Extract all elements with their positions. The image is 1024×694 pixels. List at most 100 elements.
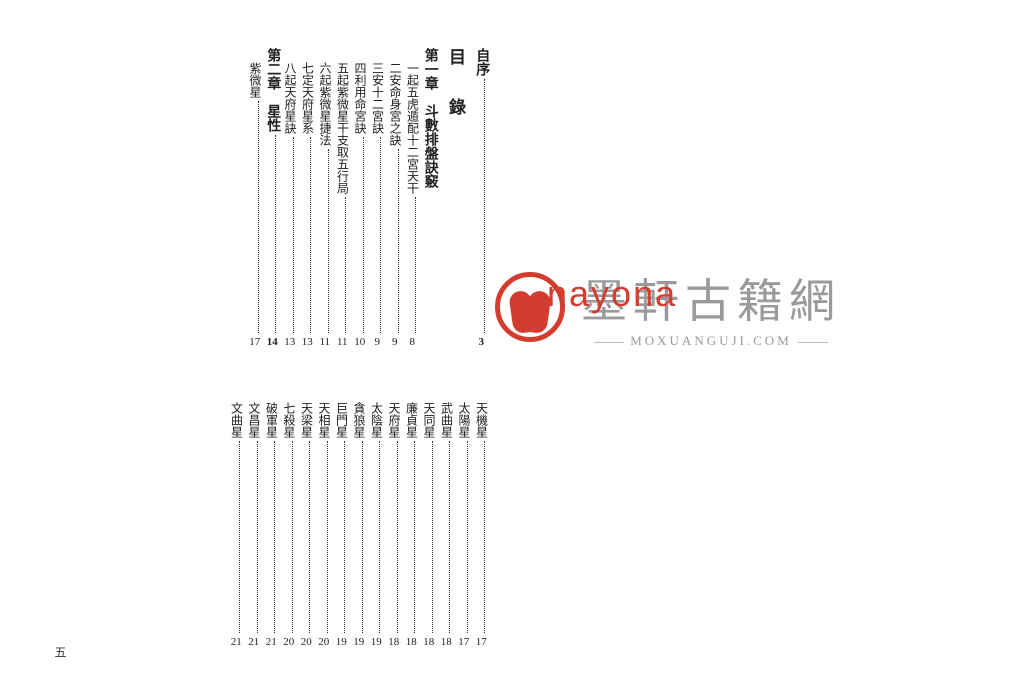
toc-entry: 四利用命宮訣 10 — [351, 48, 369, 348]
leader-dots — [397, 441, 398, 633]
toc-label: 第二章 星性 — [265, 48, 279, 132]
toc-entry: 八起天府星訣 13 — [281, 48, 299, 348]
leader-dots — [380, 137, 381, 333]
book-page: 自序 3 目 錄 第一章 斗數排盤訣竅 一起五虎遁配十二宮天干 8 二安命身宮之… — [60, 48, 490, 658]
toc-label: 二安命身宮之訣 — [388, 48, 401, 146]
toc-label: 六起紫微星捷法 — [318, 48, 331, 146]
leader-dots — [484, 441, 485, 633]
leader-dots — [310, 137, 311, 333]
toc-page: 13 — [281, 336, 298, 348]
watermark-sub: MOXUANGUJI.COM — [581, 333, 841, 349]
toc-label: 天梁星 — [300, 388, 313, 438]
toc-label: 文曲星 — [230, 388, 243, 438]
toc-entry: 一起五虎遁配十二宮天干 8 — [404, 48, 422, 348]
toc-label: 三安十二宮訣 — [371, 48, 384, 134]
toc-page: 10 — [351, 336, 368, 348]
watermark-overlay: nayona — [547, 273, 677, 315]
toc-label: 一起五虎遁配十二宮天干 — [406, 48, 419, 194]
toc-page: 14 — [264, 336, 281, 348]
toc-page: 3 — [473, 336, 490, 348]
toc-label: 紫微星 — [248, 48, 261, 98]
toc-entry: 紫微星 17 — [246, 48, 264, 348]
toc-bottom-section: 天機星17太陽星17武曲星18天同星18廉貞星18天府星18太陰星19貪狼星19… — [228, 388, 491, 648]
toc-page: 18 — [385, 636, 402, 648]
toc-entry: 第二章 星性 14 — [264, 48, 282, 348]
toc-page: 9 — [369, 336, 386, 348]
toc-page: 19 — [350, 636, 367, 648]
leader-dots — [363, 137, 364, 333]
leader-dots — [344, 441, 345, 633]
toc-page: 17 — [455, 636, 472, 648]
toc-entry: 六起紫微星捷法 11 — [316, 48, 334, 348]
leader-dots — [293, 137, 294, 333]
toc-label: 第一章 斗數排盤訣竅 — [423, 48, 437, 188]
toc-entry: 三安十二宮訣 9 — [369, 48, 387, 348]
toc-page: 18 — [403, 636, 420, 648]
toc-label: 天同星 — [422, 388, 435, 438]
leader-dots — [398, 149, 399, 333]
toc-page: 21 — [228, 636, 245, 648]
toc-entry: 七定天府星系 13 — [299, 48, 317, 348]
toc-page: 21 — [245, 636, 262, 648]
leader-dots — [257, 441, 258, 633]
leader-dots — [258, 101, 259, 333]
leader-dots — [415, 197, 416, 333]
leader-dots — [484, 79, 485, 333]
toc-label: 貪狼星 — [352, 388, 365, 438]
leader-dots — [309, 441, 310, 633]
toc-page: 13 — [299, 336, 316, 348]
toc-page: 11 — [334, 336, 351, 348]
leader-dots — [328, 149, 329, 333]
toc-entry: 太陰星19 — [368, 388, 386, 648]
toc-page: 9 — [386, 336, 403, 348]
watermark: 墨軒古籍網 nayona MOXUANGUJI.COM — [495, 265, 841, 349]
page-number: 五 — [52, 646, 69, 658]
leader-dots — [362, 441, 363, 633]
toc-label: 自序 — [474, 48, 488, 76]
toc-label: 武曲星 — [440, 388, 453, 438]
toc-page: 18 — [420, 636, 437, 648]
toc-entry: 天同星 18 — [420, 388, 438, 648]
leader-dots — [327, 441, 328, 633]
toc-entry: 天梁星 20 — [298, 388, 316, 648]
toc-label: 廉貞星 — [405, 388, 418, 438]
toc-label: 天機星 — [475, 388, 488, 438]
toc-label: 八起天府星訣 — [283, 48, 296, 134]
toc-label: 四利用命宮訣 — [353, 48, 366, 134]
toc-page: 18 — [438, 636, 455, 648]
toc-page: 20 — [280, 636, 297, 648]
toc-top-section: 自序 3 目 錄 第一章 斗數排盤訣竅 一起五虎遁配十二宮天干 8 二安命身宮之… — [246, 48, 490, 348]
toc-entry: 第一章 斗數排盤訣竅 — [421, 48, 439, 348]
toc-entry: 文曲星 21 — [228, 388, 246, 648]
toc-label: 五起紫微星干支取五行局 — [336, 48, 349, 194]
leader-dots — [449, 441, 450, 633]
leader-dots — [345, 197, 346, 333]
leader-dots — [292, 441, 293, 633]
toc-page: 11 — [316, 336, 333, 348]
toc-entry: 二安命身宮之訣 9 — [386, 48, 404, 348]
toc-entry: 武曲星 18 — [438, 388, 456, 648]
toc-label: 天府星 — [387, 388, 400, 438]
toc-entry: 文昌星 21 — [245, 388, 263, 648]
toc-label: 七殺星 — [282, 388, 295, 438]
toc-entry: 天相星 20 — [315, 388, 333, 648]
toc-label: 七定天府星系 — [301, 48, 314, 134]
toc-label: 天相星 — [317, 388, 330, 438]
toc-page: 20 — [298, 636, 315, 648]
toc-label: 巨門星 — [335, 388, 348, 438]
watermark-text-block: 墨軒古籍網 nayona MOXUANGUJI.COM — [581, 265, 841, 349]
toc-entry: 太陽星 17 — [455, 388, 473, 648]
leader-dots — [379, 441, 380, 633]
toc-label: 文昌星 — [247, 388, 260, 438]
toc-label: 太陽星 — [457, 388, 470, 438]
toc-page: 17 — [473, 636, 490, 648]
toc-entry: 七殺星 20 — [280, 388, 298, 648]
toc-page: 8 — [404, 336, 421, 348]
leader-dots — [432, 441, 433, 633]
toc-entry: 貪狼星 19 — [350, 388, 368, 648]
toc-page: 19 — [333, 636, 350, 648]
toc-label: 太陰星 — [370, 388, 383, 438]
leader-dots — [239, 441, 240, 633]
leader-dots — [274, 441, 275, 633]
toc-page: 20 — [315, 636, 332, 648]
